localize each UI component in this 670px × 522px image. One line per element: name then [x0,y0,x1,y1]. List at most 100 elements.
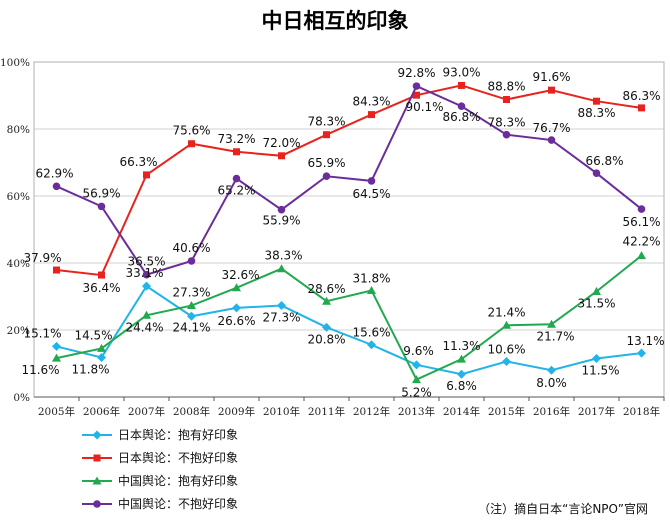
data-point [412,360,421,370]
data-label: 56.1% [622,215,660,229]
data-label: 93.0% [442,65,480,79]
data-label: 65.2% [217,184,255,198]
data-label: 86.3% [622,89,660,103]
data-point [368,111,375,119]
data-point [277,264,286,273]
series-2 [53,81,645,279]
axis-layer: 0% 20% 40% 60% 80% 100% 2005年 2006年 2007年 2008年 20… [0,57,665,418]
data-point [592,169,601,178]
data-label: 5.2% [401,386,432,400]
chart-title: 中日相互的印象 [262,9,409,33]
x-tick-label: 2007年 [128,405,165,418]
y-tick-label: 20% [7,325,30,337]
x-tick-label: 2018年 [623,405,660,418]
data-point [322,322,331,332]
data-label: 88.3% [577,106,615,120]
data-point [52,341,61,351]
data-label: 73.2% [217,132,255,146]
data-label: 6.8% [446,379,477,393]
data-label: 36.5% [127,255,165,269]
data-point [367,340,376,350]
data-point [637,348,646,358]
data-point [502,320,511,329]
data-label: 37.9% [23,251,61,265]
data-point [547,319,556,328]
x-tick-label: 2016年 [533,405,570,418]
data-point [367,177,376,185]
data-label: 26.6% [217,314,255,328]
data-point [142,281,151,291]
data-point [457,354,466,363]
data-label: 76.7% [532,121,570,135]
x-tick-label: 2017年 [578,405,615,418]
series-4 [52,82,646,279]
data-point [412,82,421,90]
series-layer [52,81,646,384]
data-point [637,251,646,260]
data-label: 20.8% [307,332,345,346]
data-point [503,96,510,104]
data-point [97,352,106,362]
data-label: 27.3% [262,311,300,325]
data-label: 13.1% [626,334,664,348]
data-point [232,283,241,292]
x-tick-label: 2013年 [398,405,435,418]
data-label: 40.6% [172,241,210,255]
data-point [502,356,511,366]
data-point [367,285,376,294]
legend-marker [92,476,102,485]
data-point [97,202,106,211]
data-point [637,205,646,213]
data-labels: 15.1% 11.8% 33.1% 24.1% 26.6% 27.3% 20.8% 15.6%… [21,65,664,399]
series-line [56,254,643,381]
legend-marker [93,454,101,462]
data-point [458,81,465,89]
data-label: 27.3% [172,286,210,300]
series-line [56,84,642,277]
series-3 [52,251,646,384]
data-label: 11.8% [71,362,109,376]
data-point [322,172,331,181]
data-label: 88.8% [487,80,525,94]
data-label: 66.8% [585,154,623,168]
data-point [143,171,150,179]
y-tick-label: 100% [0,57,30,69]
legend-label: 日本舆论：不抱好印象 [118,450,238,465]
data-label: 11.6% [21,363,59,377]
data-label: 11.5% [581,363,619,377]
legend-item-3: 中国舆论：抱有好印象 [82,473,238,488]
data-label: 65.9% [307,156,345,170]
x-tick-label: 2014年 [443,405,480,418]
data-label: 14.5% [74,328,112,342]
x-tick-label: 2008年 [173,405,210,418]
data-point [142,270,151,279]
data-point [232,174,241,183]
data-point [98,271,105,279]
data-label: 33.1% [125,266,163,280]
data-point [592,353,601,363]
data-point [97,343,106,352]
data-point [547,365,556,375]
y-tick-label: 0% [13,392,30,404]
data-label: 75.6% [172,124,210,138]
data-point [233,148,240,156]
data-point [52,182,61,191]
data-label: 28.6% [307,282,345,296]
data-point [548,86,555,94]
data-point [278,152,285,160]
data-point [323,131,330,139]
data-label: 86.8% [442,110,480,124]
data-label: 36.4% [82,281,120,295]
data-label: 24.1% [172,320,210,334]
x-tick-label: 2011年 [308,405,345,418]
data-label: 10.6% [487,342,525,356]
data-label: 66.3% [119,155,157,169]
x-tick-label: 2009年 [218,405,255,418]
grid-layer [33,61,665,398]
data-point [187,311,196,321]
series-line [56,84,643,276]
data-label: 64.5% [352,187,390,201]
data-label: 21.4% [487,305,525,319]
data-label: 32.6% [221,268,259,282]
